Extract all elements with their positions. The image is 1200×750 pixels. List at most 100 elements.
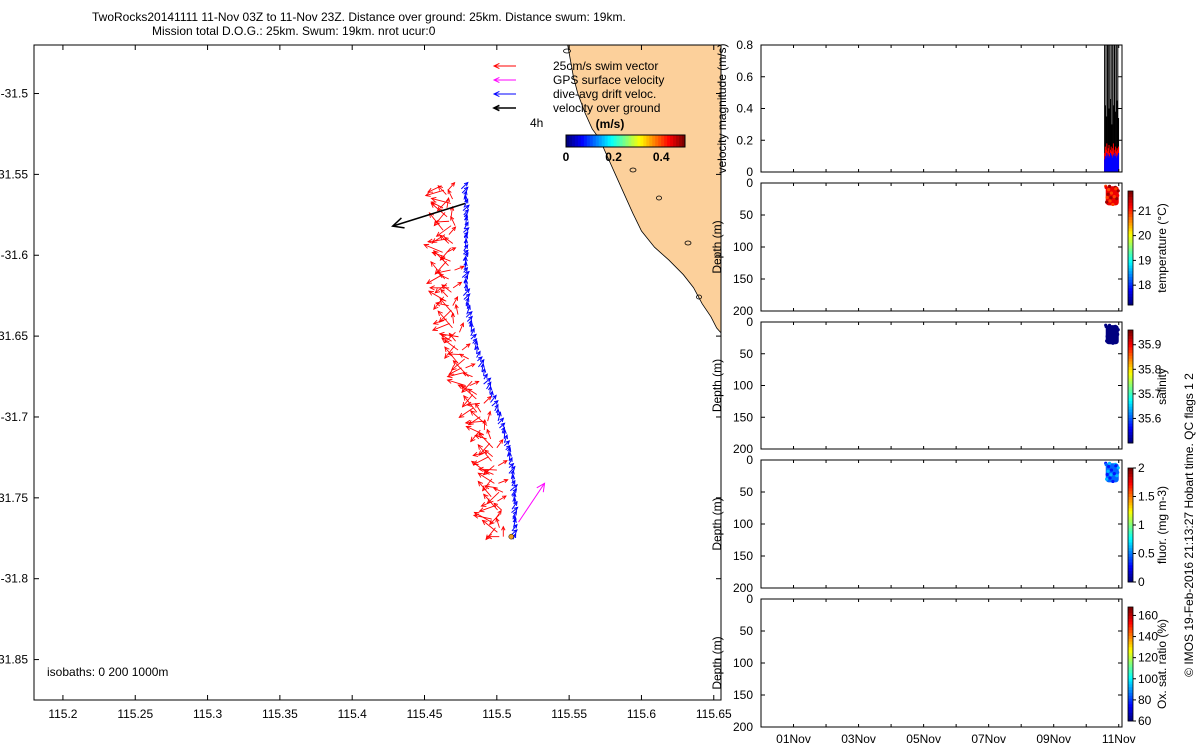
fluorescence-panel-sample-point [1112, 471, 1116, 476]
temperature-panel-colorbar-cell [1128, 276, 1133, 280]
temperature-panel-colorbar-cell [1128, 273, 1133, 277]
swim-vector-head [435, 231, 442, 237]
swim-vector-head [430, 201, 437, 207]
velocity-bar-over-ground [1111, 124, 1113, 172]
oxygen-panel-colorbar-cell [1128, 661, 1133, 665]
temperature-panel-colorbar-cell [1128, 222, 1133, 226]
map-colorbar-tick-label: 0.4 [653, 150, 670, 164]
swim-vector-head [429, 285, 435, 291]
swim-vector [447, 189, 453, 200]
drift-vector [464, 239, 467, 248]
velocity-bar-over-ground [1109, 98, 1111, 172]
velocity-bar-over-ground [1113, 45, 1115, 172]
oxygen-panel-colorbar-cell [1128, 683, 1133, 688]
map-colorbar-cell [631, 135, 635, 147]
map-colorbar-tick-label: 0.2 [605, 150, 622, 164]
swim-vector-head [469, 410, 476, 416]
velocity-bar-over-ground [1115, 111, 1117, 172]
drift-vector-head [501, 426, 506, 432]
temperature-panel-sample-point [1113, 190, 1117, 194]
swim-vector-head [448, 370, 455, 375]
fluorescence-panel-sample-point [1105, 477, 1109, 481]
temperature-panel-y-tick-label: 0 [746, 176, 753, 190]
oxygen-panel-colorbar-cell [1128, 666, 1133, 671]
salinity-panel-ylabel: Depth (m) [710, 359, 724, 412]
drift-vector [462, 252, 469, 261]
fluorescence-panel-colorbar-cell [1128, 513, 1133, 517]
fluorescence-panel-colorbar-cell [1128, 516, 1133, 520]
salinity-panel-sample-point [1116, 332, 1120, 336]
swim-vector [479, 505, 496, 512]
coastline [567, 44, 722, 334]
map-colorbar-cell [595, 135, 600, 147]
swim-vector-head [439, 255, 446, 261]
map-y-tick-label: -31.5 [1, 87, 29, 101]
oxygen-panel-colorbar-cell [1128, 715, 1133, 719]
drift-vector [463, 275, 468, 283]
swim-vector [426, 274, 443, 284]
swim-vector-head [501, 495, 507, 500]
velocity-panel-y-tick-label: 0.4 [736, 102, 753, 116]
fluorescence-panel-colorbar-cell [1128, 579, 1133, 583]
swim-vector-head [427, 187, 434, 193]
velocity-bar-over-ground [1108, 108, 1110, 172]
map-colorbar-cell [577, 135, 582, 147]
drift-vector [490, 395, 497, 403]
drift-vector [465, 279, 467, 287]
temperature-panel-colorbar-cell [1128, 239, 1133, 243]
drift-vector-head [512, 497, 517, 503]
swim-vector-head [486, 534, 492, 540]
fluorescence-panel-colorbar-cell [1128, 479, 1133, 483]
salinity-panel-colorbar-cell [1128, 389, 1133, 393]
swim-vector [466, 402, 480, 406]
oxygen-panel-colorbar-cell [1128, 695, 1133, 699]
swim-vector [475, 403, 482, 413]
temperature-panel-colorbar-cell [1128, 191, 1133, 195]
fluorescence-panel-sample-point [1116, 470, 1120, 475]
swim-vector-head [437, 310, 443, 317]
salinity-panel-sample-point [1109, 335, 1113, 339]
fluorescence-panel-colorbar-cell [1128, 547, 1133, 552]
temperature-panel-colorbar-tick-label: 18 [1138, 278, 1152, 292]
map-colorbar-cell [613, 135, 617, 147]
fluorescence-panel-y-tick-label: 150 [733, 549, 753, 563]
swim-vector-head [438, 317, 445, 323]
swim-vector [498, 479, 508, 484]
fluorescence-panel-colorbar-cell [1128, 527, 1133, 532]
date-tick-label: 03Nov [841, 732, 876, 746]
swim-vector [465, 420, 484, 424]
velocity-bar-over-ground [1107, 45, 1109, 172]
temperature-panel-sample-point [1114, 187, 1118, 191]
oxygen-panel-frame [760, 598, 1123, 728]
map-colorbar-cell [658, 135, 662, 147]
swim-vector [493, 502, 502, 511]
drift-vector [499, 422, 505, 429]
drift-vector-head [493, 400, 499, 405]
salinity-panel-colorbar-cell [1128, 409, 1133, 413]
swim-vector [477, 481, 492, 497]
temperature-panel-colorbar-cell [1128, 287, 1133, 292]
swim-vector-head [443, 337, 450, 344]
fluorescence-panel-colorbar-cell [1128, 476, 1133, 480]
salinity-panel-colorbar-cell [1128, 428, 1133, 433]
swim-vector [483, 465, 495, 475]
temperature-panel-sample-point [1111, 202, 1115, 207]
oxygen-panel-colorbar-cell [1128, 621, 1133, 625]
temperature-panel-colorbar-cell [1128, 236, 1133, 240]
drift-vector-head [494, 403, 499, 409]
swim-vector-head [439, 297, 445, 304]
fluorescence-panel-colorbar-cell [1128, 487, 1133, 492]
swim-vector [434, 260, 447, 275]
oxygen-panel-y-tick-label: 150 [733, 688, 753, 702]
velocity-bar-drift [1107, 154, 1109, 172]
island-4 [696, 294, 702, 300]
drift-vector [462, 204, 470, 211]
temperature-panel-sample-point [1114, 201, 1118, 205]
fluorescence-panel-sample-point [1109, 473, 1113, 477]
oxygen-panel-colorbar-cell [1128, 658, 1133, 662]
swim-vector [438, 309, 452, 323]
swim-vector [473, 456, 489, 465]
map-colorbar-cell [628, 135, 632, 147]
swim-vector-head [454, 303, 459, 309]
swim-vector-head [440, 288, 445, 294]
